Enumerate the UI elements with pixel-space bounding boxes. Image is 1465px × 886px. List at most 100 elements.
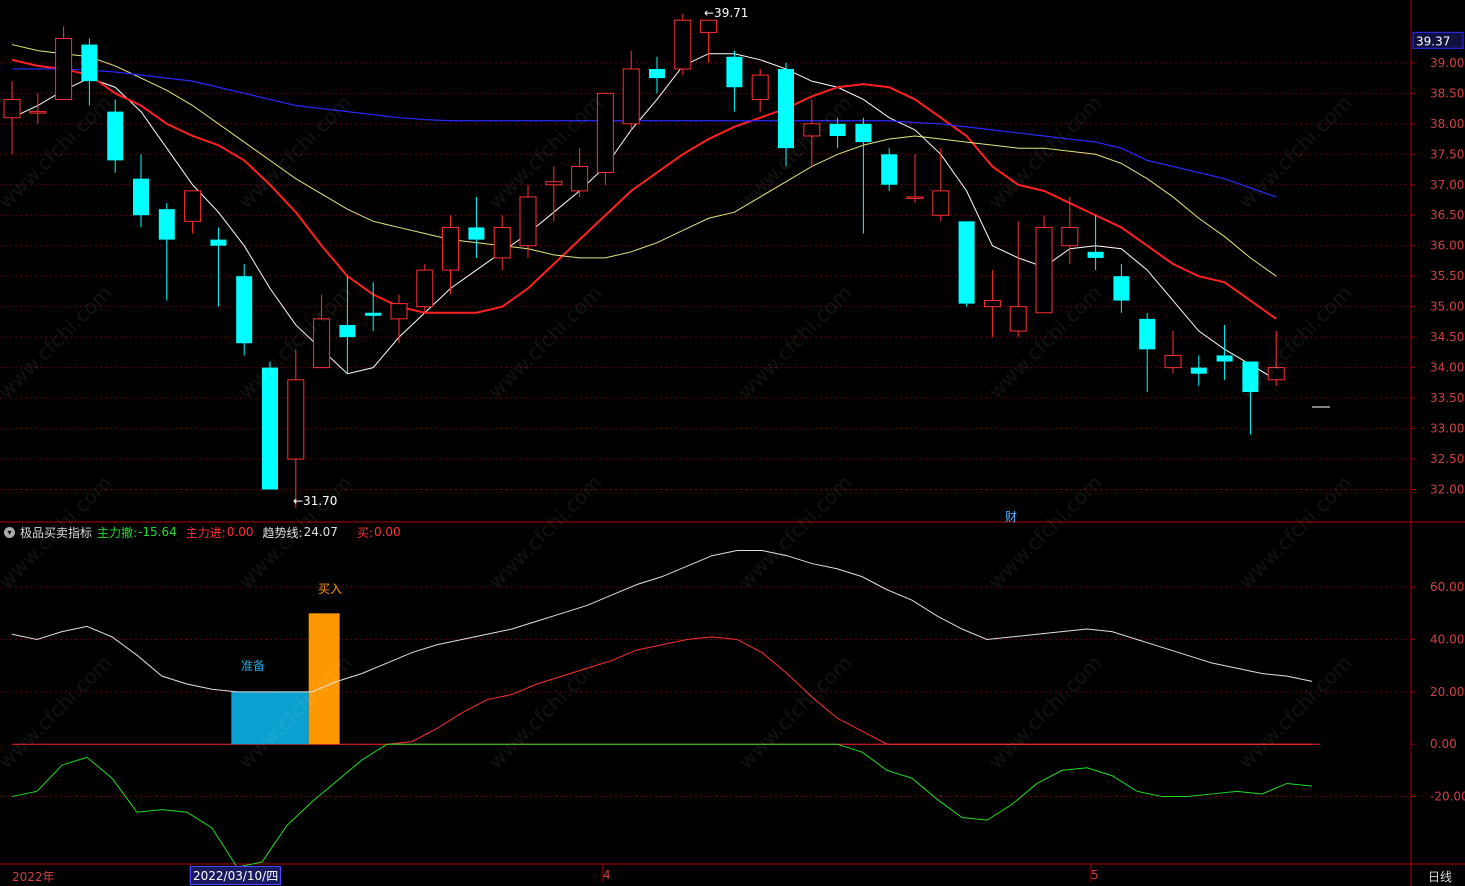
price-tick-label: 34.00 — [1430, 361, 1464, 375]
candle-body-up — [313, 318, 331, 369]
price-tick-label: 36.50 — [1430, 208, 1464, 222]
ma-white-line — [11, 53, 1277, 381]
legend-trend-label: 趋势线: — [262, 525, 303, 540]
x-label-cursor-date: 2022/03/10/四 — [190, 866, 282, 885]
candle-body-down — [1113, 276, 1130, 301]
candle-body-up — [1267, 367, 1285, 381]
candle-body-up — [983, 300, 1001, 308]
price-tick-label: 34.50 — [1430, 330, 1464, 344]
price-tick-label: 32.00 — [1430, 483, 1464, 497]
current-price-box — [1412, 31, 1464, 49]
main-out-line — [11, 743, 1313, 868]
legend-main-out-label: 主力撤: — [97, 525, 138, 540]
legend-trend-value: 24.07 — [303, 525, 338, 539]
candle-body-up — [390, 303, 408, 320]
indicator-tick-label: 40.00 — [1430, 632, 1464, 646]
x-label-year: 2022年 — [12, 870, 55, 884]
candle-body-down — [726, 56, 743, 88]
price-tick-label: 37.50 — [1430, 147, 1464, 161]
indicator-tick-label: 60.00 — [1430, 580, 1464, 594]
candle-body-down — [1216, 355, 1233, 362]
candle-body-down — [1190, 367, 1207, 374]
candle-body-down — [829, 123, 846, 136]
price-tick-label: 36.00 — [1430, 239, 1464, 253]
candle-body-up — [493, 226, 511, 259]
indicator-name[interactable]: 极品买卖指标 — [20, 525, 93, 540]
x-label-month-5: 5 — [1091, 868, 1099, 882]
indicator-tick-label: -20.00 — [1430, 790, 1465, 804]
low-label: ←31.70 — [293, 494, 337, 508]
candle-body-down — [649, 68, 665, 79]
finance-marker[interactable]: 财 — [1005, 510, 1018, 524]
candle-body-down — [210, 239, 227, 246]
candle-body-down — [365, 312, 382, 316]
candle-body-up — [622, 68, 640, 125]
candle-body-up — [571, 165, 589, 192]
candle-body-up — [416, 269, 434, 308]
candle-body-up — [55, 37, 73, 100]
candle-body-up — [519, 196, 537, 247]
price-tick-label: 33.50 — [1430, 391, 1464, 405]
candle-body-up — [3, 98, 21, 119]
legend-main-in-value: 0.00 — [226, 525, 254, 539]
chevron-down-icon[interactable]: ▾ — [4, 526, 15, 538]
candle-body-up — [1164, 354, 1182, 369]
indicator-header: ▾ 极品买卖指标 主力撤: -15.64 主力进: 0.00 趋势线: 24.07 买… — [4, 524, 401, 540]
candle-body-up — [184, 190, 202, 222]
current-price-label: 39.37 — [1416, 34, 1450, 48]
candle-body-down — [1242, 361, 1259, 392]
candle-body-down — [1139, 318, 1156, 350]
high-label: ←39.71 — [704, 6, 748, 20]
indicator-tick-label: 20.00 — [1430, 685, 1464, 699]
candle-body-up — [545, 181, 563, 186]
price-tick-label: 32.50 — [1430, 452, 1464, 466]
buy-label: 买入 — [318, 582, 343, 596]
candle-body-down — [778, 68, 794, 149]
candle-body-up — [932, 190, 950, 216]
candle-body-down — [339, 324, 356, 338]
candle-body-up — [1035, 226, 1053, 314]
indicator-tick-label: 0.00 — [1430, 737, 1457, 751]
price-tick-label: 37.00 — [1430, 178, 1464, 192]
price-tick-label: 35.00 — [1430, 300, 1464, 314]
candle-body-down — [81, 44, 98, 82]
ready-label: 准备 — [241, 659, 266, 673]
price-tick-label: 39.00 — [1430, 56, 1464, 70]
price-tick-label: 38.00 — [1430, 117, 1464, 131]
candle-body-down — [958, 221, 975, 304]
price-tick-label: 33.00 — [1430, 422, 1464, 436]
candle-body-down — [107, 111, 124, 161]
candle-body-up — [751, 74, 769, 100]
ma-yellow-line — [11, 44, 1277, 277]
legend-buy-value: 0.00 — [373, 525, 401, 539]
ready-bar — [231, 691, 309, 745]
candle-body-down — [855, 123, 872, 143]
candle-body-up — [442, 226, 460, 271]
candle-body-down — [881, 154, 898, 185]
candle-body-down — [133, 178, 149, 216]
candle-body-up — [1009, 306, 1027, 332]
legend-main-in-label: 主力进: — [185, 525, 226, 540]
candle-body-up — [1061, 226, 1079, 247]
candle-body-down — [1087, 251, 1104, 258]
candle-body-down — [262, 367, 278, 490]
legend-main-out-value: -15.64 — [138, 525, 177, 539]
candle-body-up — [700, 19, 718, 33]
period-label[interactable]: 日线 — [1428, 870, 1453, 884]
candle-body-up — [803, 123, 821, 137]
ma-red-line — [11, 58, 1277, 320]
candle-body-up — [596, 92, 614, 174]
candle-body-up — [287, 379, 305, 460]
candle-body-up — [674, 19, 692, 70]
candle-body-down — [236, 276, 253, 344]
legend-buy-label: 买: — [356, 525, 373, 540]
price-tick-label: 35.50 — [1430, 269, 1464, 283]
candle-body-up — [906, 196, 924, 199]
x-label-month-4: 4 — [603, 868, 611, 882]
price-tick-label: 38.50 — [1430, 86, 1464, 100]
trend-line — [11, 549, 1313, 693]
candle-body-down — [468, 227, 485, 240]
ma-blue-line — [12, 68, 1277, 198]
candle-body-down — [158, 209, 175, 240]
